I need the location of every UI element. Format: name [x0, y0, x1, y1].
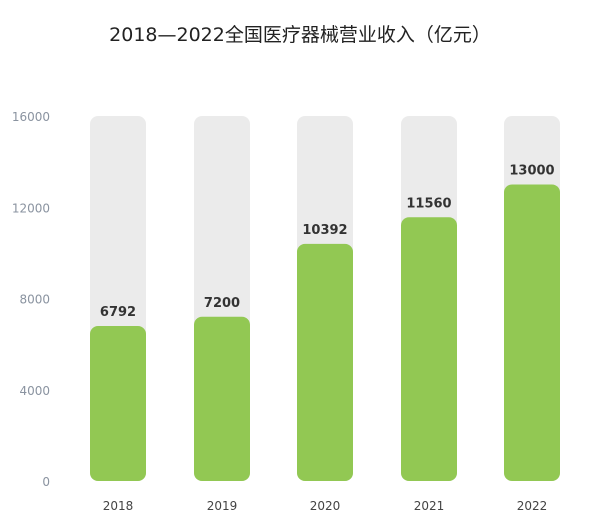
y-tick-label: 12000: [12, 201, 50, 215]
x-tick-label: 2020: [310, 499, 341, 513]
x-tick-label: 2019: [207, 499, 238, 513]
x-tick-label: 2018: [103, 499, 134, 513]
bar: [194, 316, 250, 481]
bar: [504, 184, 560, 481]
chart-title: 2018—2022全国医疗器械营业收入（亿元）: [109, 24, 491, 46]
data-label: 13000: [509, 163, 554, 178]
x-tick-label: 2021: [414, 499, 445, 513]
bar: [297, 243, 353, 481]
x-tick-label: 2022: [517, 499, 548, 513]
data-label: 10392: [302, 223, 347, 238]
data-label: 11560: [406, 196, 451, 211]
data-label: 6792: [100, 305, 136, 320]
bar: [401, 217, 457, 481]
y-tick-label: 16000: [12, 110, 50, 124]
bar: [90, 326, 146, 481]
y-tick-label: 4000: [19, 384, 50, 398]
y-tick-label: 0: [42, 475, 50, 489]
data-label: 7200: [204, 296, 240, 311]
y-tick-label: 8000: [19, 293, 50, 307]
